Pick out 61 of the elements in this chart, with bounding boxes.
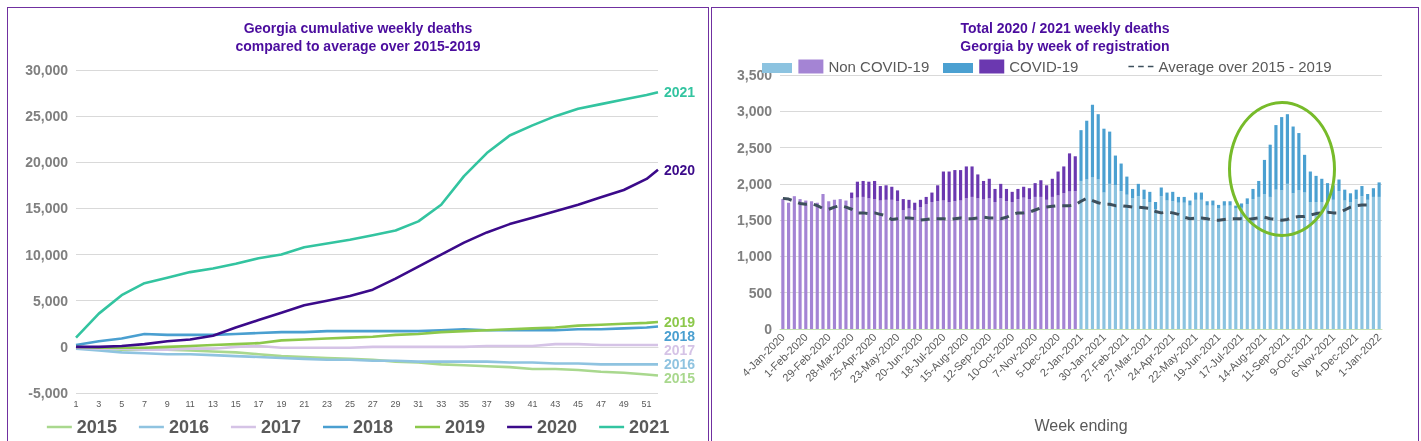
legend-label: 2018 <box>352 417 394 437</box>
x-tick-label: 25 <box>344 398 355 409</box>
x-tick-label: 7 <box>141 398 147 409</box>
text: 2019 <box>664 313 696 330</box>
legend-label: 2016 <box>168 417 209 437</box>
y-tick-label: -5,000 <box>28 385 69 401</box>
chart-title: Georgia cumulative weekly deaths compared to average over 2015-2019 <box>235 20 481 54</box>
x-tick-label: 31 <box>413 398 424 409</box>
legend-label: 2015 <box>76 417 117 437</box>
legend-label: COVID-19 <box>1009 58 1079 75</box>
x-tick-label: 27 <box>367 398 378 409</box>
text: 2020 <box>664 161 696 178</box>
x-tick-label: 41 <box>527 398 538 409</box>
y-tick-label: 3,000 <box>736 103 773 120</box>
text: 2018 <box>664 327 696 344</box>
y-tick-label: 2,500 <box>736 139 773 156</box>
y-tick-label: 0 <box>60 338 69 355</box>
x-tick-label: 17 <box>253 398 264 409</box>
legend-label: 2017 <box>260 417 301 437</box>
x-tick-label: 39 <box>504 398 515 409</box>
legend-label: 2019 <box>445 417 486 437</box>
text: 2016 <box>664 356 696 373</box>
legend-label: Average over 2015 - 2019 <box>1158 58 1332 75</box>
legend-label: 2021 <box>629 417 670 437</box>
x-tick-label: 3 <box>96 398 102 409</box>
x-tick-label: 21 <box>299 398 310 409</box>
y-tick-label: 10,000 <box>25 246 69 263</box>
y-tick-label: 30,000 <box>25 62 69 78</box>
x-tick-label: 49 <box>618 398 629 409</box>
x-tick-label: 15 <box>230 398 241 409</box>
y-tick-label: 15,000 <box>25 200 69 217</box>
text: 2017 <box>664 341 696 358</box>
x-tick-label: 45 <box>573 398 584 409</box>
x-tick-label: 51 <box>641 398 652 409</box>
legend-label: 2020 <box>537 417 578 437</box>
x-tick-label: 47 <box>595 398 606 409</box>
y-tick-label: 1,000 <box>736 248 773 265</box>
x-tick-label: 5 <box>119 398 125 409</box>
x-axis-title: Week ending <box>1034 416 1128 434</box>
x-tick-label: 23 <box>322 398 333 409</box>
y-tick-label: 0 <box>764 321 773 337</box>
y-tick-label: 1,500 <box>736 212 773 229</box>
x-tick-label: 35 <box>458 398 470 409</box>
y-tick-label: 20,000 <box>25 154 69 171</box>
x-tick-label: 43 <box>550 398 561 409</box>
y-tick-label: 5,000 <box>32 292 69 309</box>
x-tick-label: 19 <box>276 398 287 409</box>
x-tick-label: 1 <box>73 398 79 409</box>
text: 2015 <box>664 370 696 387</box>
chart-title: Total 2020 / 2021 weekly deaths Georgia by week of registration <box>960 20 1170 54</box>
x-tick-label: 9 <box>164 398 170 409</box>
y-tick-label: 25,000 <box>25 108 69 125</box>
x-tick-label: 13 <box>207 398 218 409</box>
text: 2021 <box>664 84 696 101</box>
y-tick-label: 2,000 <box>736 175 773 192</box>
legend-label: Non COVID-19 <box>828 58 930 75</box>
x-tick-label: 29 <box>390 398 401 409</box>
y-tick-label: 500 <box>748 284 773 301</box>
x-tick-label: 11 <box>185 398 195 409</box>
x-tick-label: 33 <box>436 398 447 409</box>
x-tick-label: 37 <box>481 398 492 409</box>
